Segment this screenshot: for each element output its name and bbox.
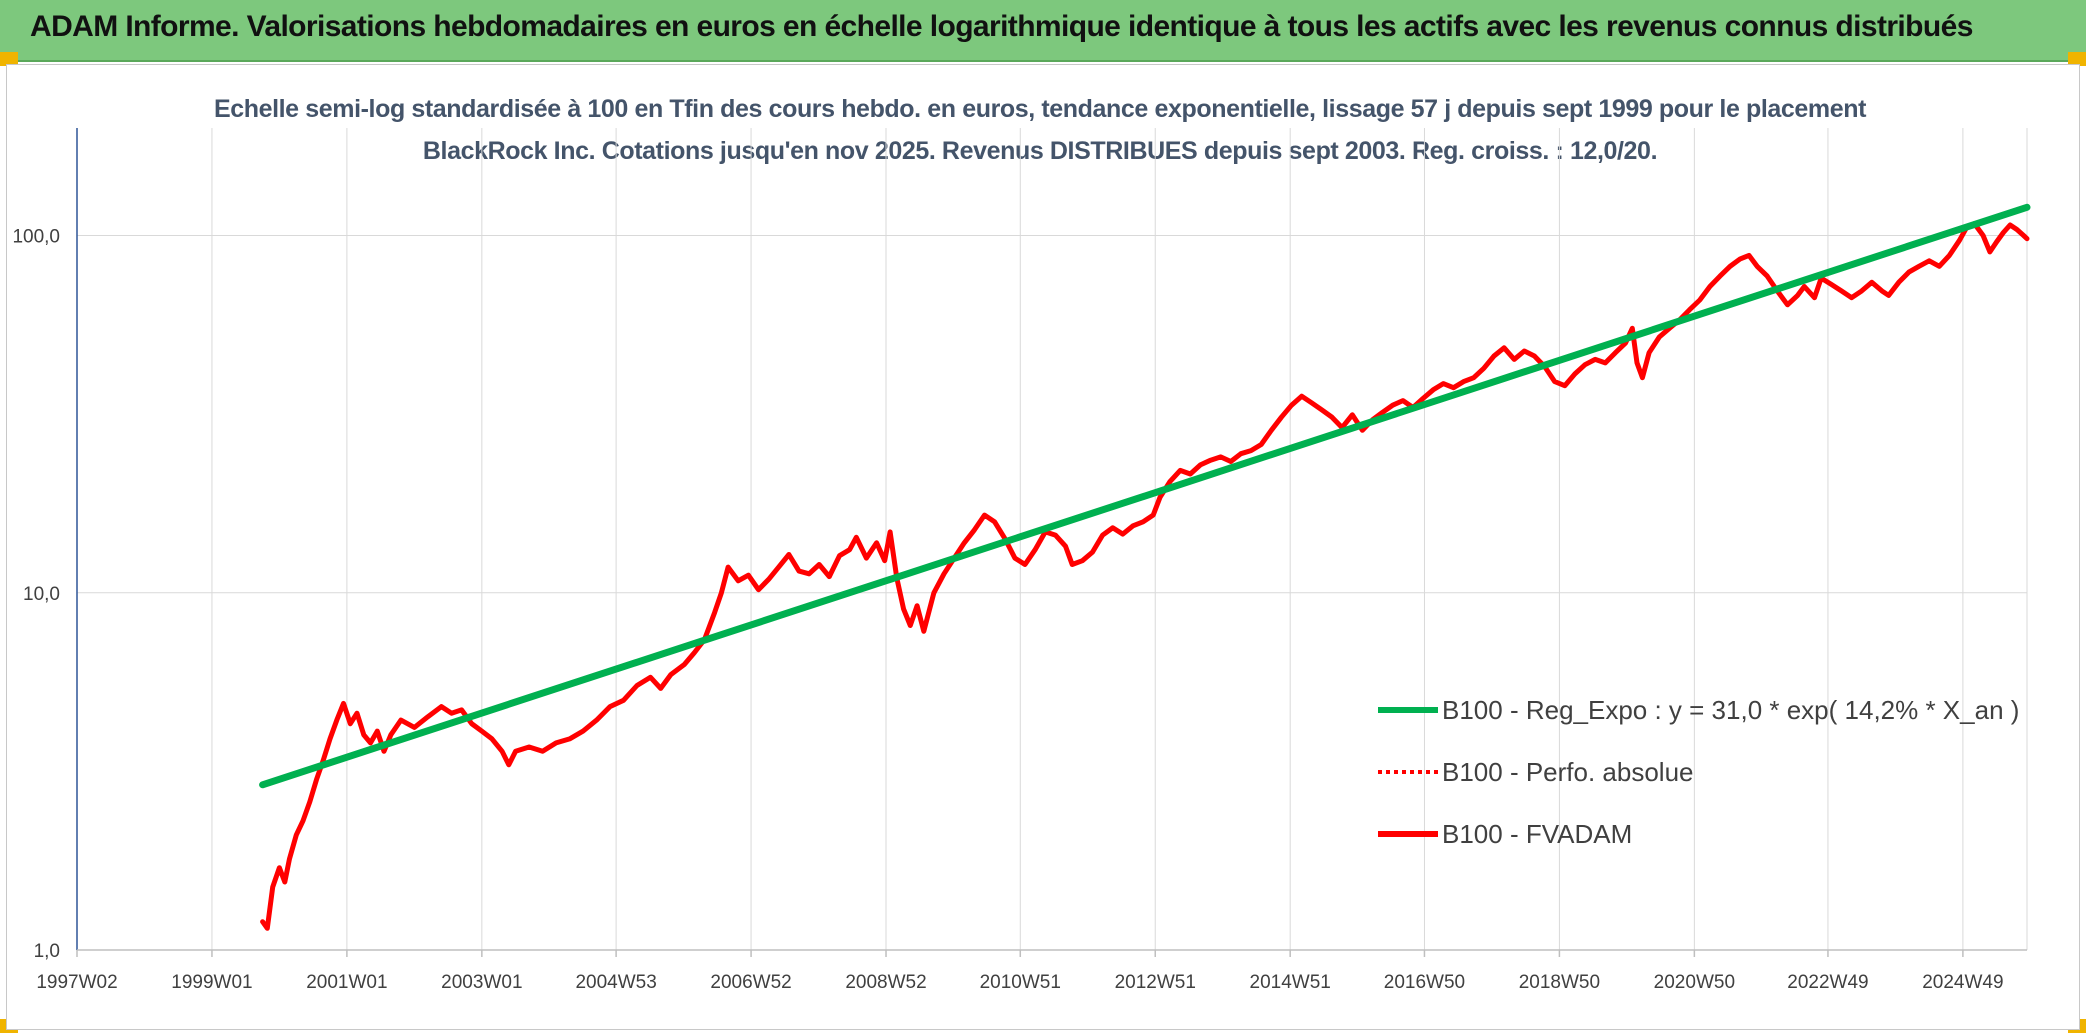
y-tick-label: 10,0 [23,584,60,605]
axis-layer: 1997W02 1999W01 2001W01 2003W01 2004W53 2006W… [12,128,2027,993]
x-tick-label: 2003W01 [441,972,522,993]
x-tick-label: 2022W49 [1787,972,1868,993]
x-tick-label: 2012W51 [1115,972,1196,993]
corner-marker-top-left [0,52,18,66]
x-tick-label: 2024W49 [1922,972,2003,993]
x-tick-label: 2020W50 [1654,972,1735,993]
x-tick-label: 2004W53 [575,972,656,993]
banner: ADAM Informe. Valorisations hebdomadaire… [0,0,2086,62]
y-tick-label: 1,0 [34,941,60,962]
x-tick-label: 2006W52 [710,972,791,993]
chart-title: Echelle semi-log standardisée à 100 en T… [213,95,1867,165]
x-tick-label: 2010W51 [980,972,1061,993]
x-tick-label: 2014W51 [1250,972,1331,993]
legend-label: B100 - Perfo. absolue [1442,757,1694,787]
series-layer [259,203,2031,931]
legend-label: B100 - FVADAM [1442,819,1632,849]
x-tick-label: 2001W01 [306,972,387,993]
x-tick-label: 1999W01 [171,972,252,993]
grid-layer [76,128,2028,951]
y-tick-label: 100,0 [12,227,60,248]
legend: B100 - Reg_Expo : y = 31,0 * exp( 14,2% … [1378,695,2019,849]
x-tick-label: 1997W02 [36,972,117,993]
legend-label: B100 - Reg_Expo : y = 31,0 * exp( 14,2% … [1442,695,2019,725]
x-tick-label: 2008W52 [845,972,926,993]
series-line-fvadam [260,221,2030,931]
series-line-regression [259,203,2031,789]
x-tick-label: 2018W50 [1519,972,1600,993]
banner-title: ADAM Informe. Valorisations hebdomadaire… [30,10,1973,43]
x-tick-label: 2016W50 [1384,972,1465,993]
chart-frame [6,64,2080,1030]
corner-marker-top-right [2068,52,2086,66]
